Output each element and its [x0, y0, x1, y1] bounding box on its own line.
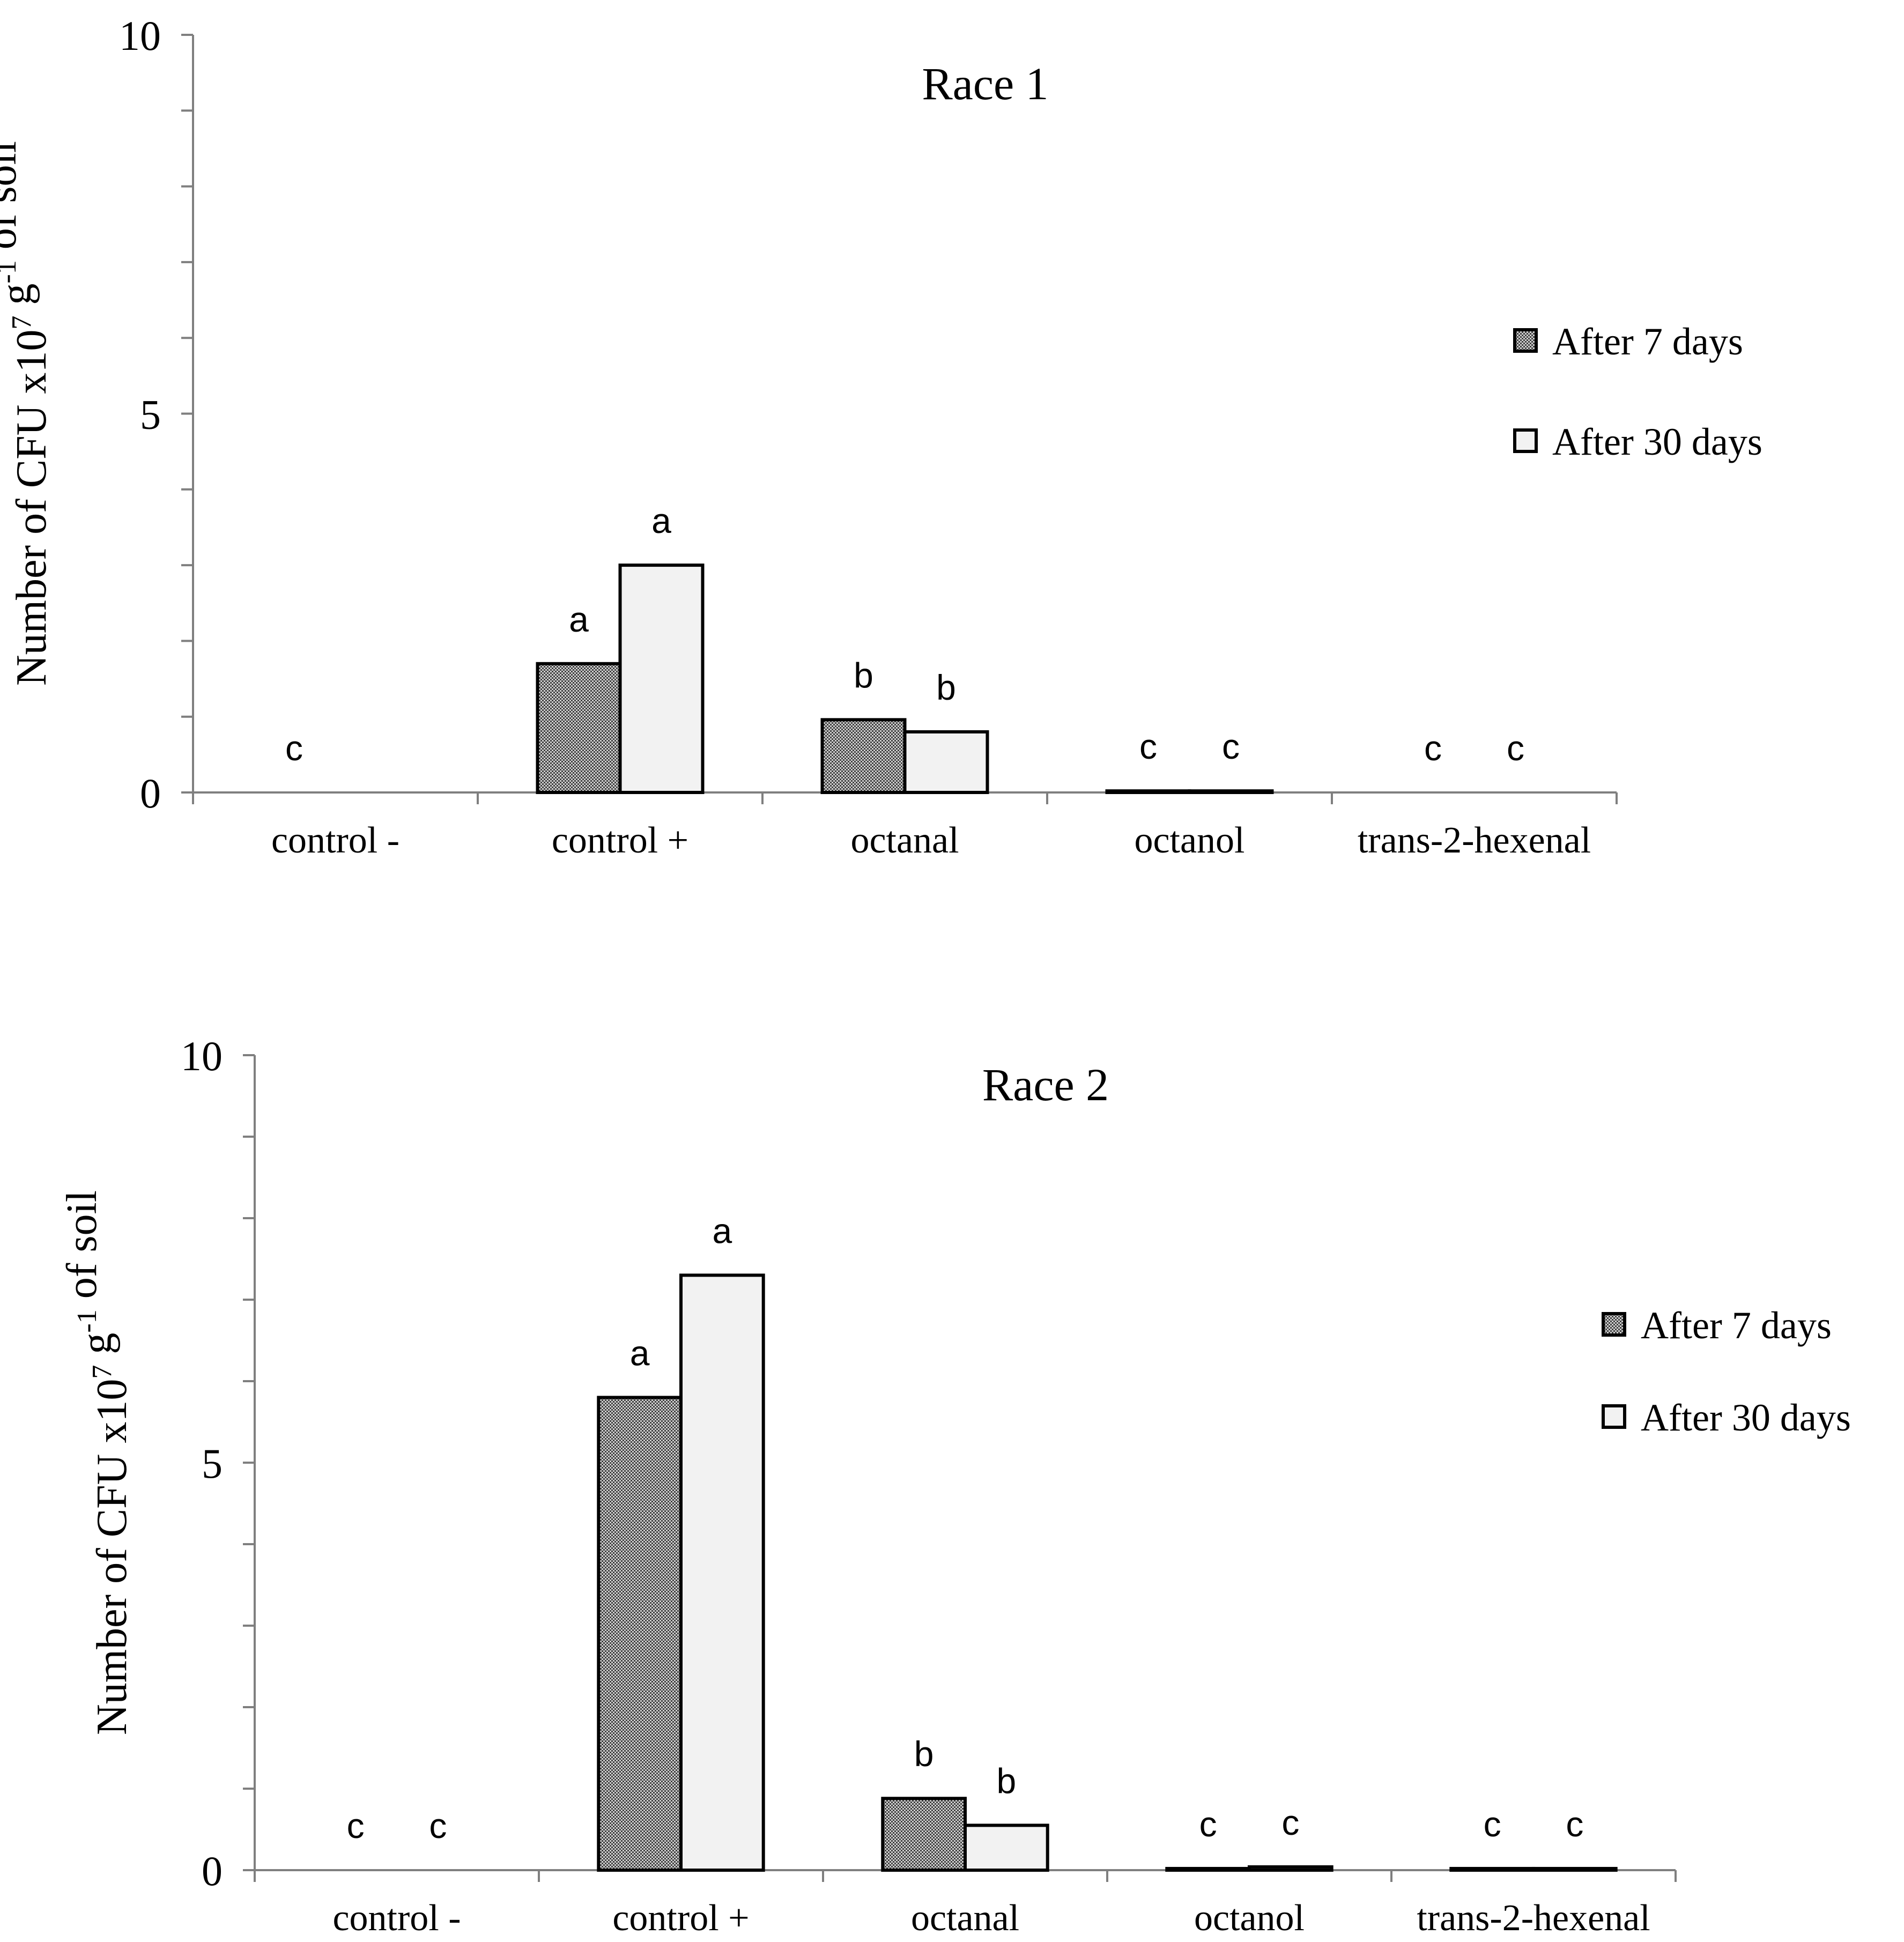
legend-swatch-30-days [1513, 428, 1538, 453]
significance-letter: a [569, 599, 589, 639]
x-category-label: octanal [850, 820, 959, 861]
bar-after-30-days [1532, 1866, 1618, 1872]
bar-after-7-days [881, 1797, 967, 1872]
y-tick-label: 5 [202, 1440, 223, 1487]
significance-letter: a [712, 1211, 732, 1250]
significance-letter: b [914, 1734, 934, 1774]
bar-after-30-days [964, 1824, 1049, 1872]
significance-letter: c [429, 1806, 447, 1845]
bar-after-7-days [1165, 1866, 1251, 1872]
legend-swatch-7-days [1513, 328, 1538, 353]
significance-letter: c [1566, 1804, 1583, 1844]
y-axis-label-part: of soil [58, 1190, 106, 1309]
bar-after-7-days [1449, 1866, 1536, 1872]
significance-letter: b [854, 655, 873, 695]
x-category-label: octanol [1134, 820, 1244, 861]
bar-after-30-days [903, 730, 989, 794]
y-tick-label: 0 [140, 770, 161, 817]
significance-letter: c [1139, 727, 1157, 766]
bar-after-30-days [618, 564, 705, 794]
x-category-label: control + [552, 820, 688, 861]
x-category-label: octanal [911, 1897, 1019, 1939]
legend-label-7-days: After 7 days [1552, 320, 1743, 363]
bar-after-7-days [820, 718, 907, 795]
bar-after-7-days [597, 1396, 683, 1872]
y-axis-label-superscript: -1 [0, 260, 22, 283]
x-category-label: trans-2-hexenal [1358, 820, 1591, 861]
x-category-label: control + [612, 1897, 749, 1939]
significance-letter: c [1222, 727, 1240, 766]
significance-letter: c [1281, 1803, 1299, 1842]
y-axis-label-part: Number of CFU x10 [8, 330, 55, 686]
chart-title: Race 1 [922, 58, 1048, 109]
legend-swatch-7-days [1602, 1312, 1626, 1337]
legend-label-7-days: After 7 days [1641, 1304, 1832, 1347]
significance-letter: c [285, 728, 303, 768]
x-category-label: control - [332, 1897, 461, 1939]
y-axis-label-superscript: 7 [87, 1365, 117, 1379]
significance-letter: c [1199, 1804, 1217, 1844]
x-category-label: control - [271, 820, 399, 861]
legend-swatch-30-days [1602, 1404, 1626, 1429]
bar-after-30-days [1188, 789, 1274, 794]
y-axis-label: Number of CFU x107 g-1 of soil [0, 141, 55, 686]
y-axis-label-superscript: -1 [72, 1309, 102, 1332]
y-axis-label-part: g [0, 284, 40, 316]
y-axis-label: Number of CFU x107 g-1 of soil [58, 1190, 136, 1735]
significance-letter: c [347, 1806, 365, 1845]
bar-after-7-days [1105, 789, 1191, 794]
chart-race-2: 0 5 10 c c control - a a control + b b octanal c c oct… [58, 1033, 1851, 1939]
significance-letter: c [1484, 1804, 1501, 1844]
bar-after-30-days [1248, 1865, 1333, 1872]
y-axis-label-part: Number of CFU x10 [88, 1379, 136, 1735]
significance-letter: a [651, 501, 671, 540]
significance-letter: b [996, 1761, 1016, 1800]
significance-letter: b [936, 668, 956, 707]
significance-letter: c [1507, 728, 1524, 768]
chart-race-1: 0 5 10 c control - a a control + b b octanal c c octa… [0, 12, 1762, 861]
x-category-label: octanol [1194, 1897, 1305, 1939]
bar-after-7-days [536, 662, 622, 795]
y-tick-label: 10 [119, 12, 161, 59]
y-axis-label-superscript: 7 [6, 316, 37, 330]
y-axis-label-part: g [73, 1333, 121, 1365]
y-tick-label: 5 [140, 391, 161, 438]
y-tick-label: 10 [181, 1033, 223, 1079]
bar-after-30-days [679, 1273, 765, 1872]
significance-letter: c [1424, 728, 1442, 768]
legend-label-30-days: After 30 days [1641, 1396, 1851, 1439]
y-axis-label-part: of soil [0, 141, 25, 260]
x-category-label: trans-2-hexenal [1417, 1897, 1650, 1939]
significance-letter: a [630, 1333, 650, 1373]
y-tick-label: 0 [202, 1848, 223, 1894]
legend-label-30-days: After 30 days [1552, 420, 1762, 463]
chart-title: Race 2 [982, 1059, 1109, 1110]
